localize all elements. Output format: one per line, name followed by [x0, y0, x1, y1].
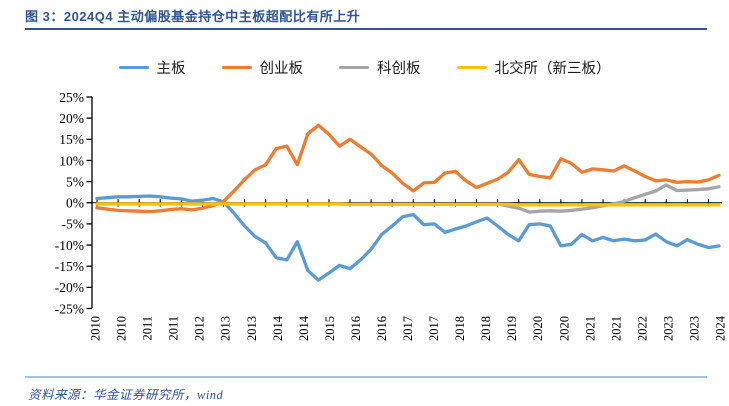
figure-title: 图 3：2024Q4 主动偏股基金持仓中主板超配比有所上升: [25, 9, 361, 24]
legend-item: 科创板: [339, 57, 421, 78]
y-axis-tick-label: 10%: [59, 153, 84, 168]
legend-label: 科创板: [377, 61, 421, 77]
y-axis-tick-label: 0%: [66, 196, 84, 211]
series-star-market: [495, 183, 721, 214]
x-axis-tick-label: 2019: [505, 316, 519, 341]
series-chinext: [95, 123, 721, 214]
title-underline: [25, 28, 707, 30]
x-axis-tick-label: 2010: [89, 316, 103, 341]
legend-line-swatch: [339, 65, 369, 70]
footer-divider: [25, 376, 707, 378]
legend-label: 主板: [156, 61, 186, 77]
x-axis-tick-label: 2017: [427, 316, 441, 341]
axes: 25% 20% 15% 10% 5% 0% -5% -10% -15% -20% -25% 2010 2…: [55, 90, 728, 341]
x-axis-tick-label: 2016: [375, 316, 389, 341]
x-axis-tick-label: 2010: [115, 316, 129, 341]
legend-line-swatch: [118, 65, 149, 70]
x-axis-tick-label: 2012: [193, 316, 207, 341]
y-axis-tick-label: 25%: [59, 90, 84, 105]
legend-item: 北交所（新三板）: [456, 57, 611, 78]
y-axis-tick-label: -5%: [62, 217, 85, 232]
x-axis-tick-label: 2018: [453, 316, 467, 341]
y-axis-tick-label: -25%: [55, 301, 84, 316]
x-axis-tick-label: 2017: [401, 316, 415, 341]
source-note: 资料来源：华金证券研究所，wind: [28, 388, 224, 402]
legend-item: 主板: [118, 57, 186, 78]
x-axis-tick-label: 2024: [714, 315, 728, 341]
x-axis-tick-label: 2014: [297, 315, 311, 341]
y-axis-tick-label: -20%: [55, 280, 84, 295]
x-axis-tick-label: 2021: [609, 316, 623, 341]
y-axis-tick-label: -10%: [55, 238, 84, 253]
x-axis-tick-label: 2018: [479, 316, 493, 341]
y-axis-tick-label: 5%: [66, 174, 84, 189]
x-axis-tick-label: 2022: [635, 316, 649, 341]
series-main-board: [95, 194, 721, 282]
y-axis-tick-label: 15%: [59, 132, 84, 147]
legend-line-swatch: [221, 65, 252, 70]
x-axis-tick-label: 2020: [531, 316, 545, 341]
x-axis-tick-label: 2013: [219, 316, 233, 341]
x-axis-tick-label: 2020: [557, 316, 571, 341]
x-axis-tick-label: 2014: [271, 315, 285, 341]
legend-item: 创业板: [221, 57, 304, 78]
legend-label: 创业板: [259, 61, 304, 77]
x-axis-tick-label: 2023: [661, 316, 675, 341]
chart-legend: 主板 创业板 科创板 北交所（新三板）: [0, 57, 729, 78]
x-axis-tick-label: 2011: [167, 316, 181, 341]
x-axis-tick-label: 2015: [323, 316, 337, 341]
y-axis-tick-label: 20%: [59, 111, 84, 126]
legend-label: 北交所（新三板）: [494, 61, 611, 77]
x-axis-tick-label: 2021: [583, 316, 597, 341]
x-axis-tick-label: 2013: [245, 316, 259, 341]
series-bse: [95, 202, 721, 207]
x-axis-tick-label: 2016: [349, 316, 363, 341]
x-axis-tick-label: 2023: [687, 316, 701, 341]
y-axis-tick-label: -15%: [55, 259, 84, 274]
legend-line-swatch: [456, 65, 487, 70]
x-axis-tick-label: 2011: [141, 316, 155, 341]
